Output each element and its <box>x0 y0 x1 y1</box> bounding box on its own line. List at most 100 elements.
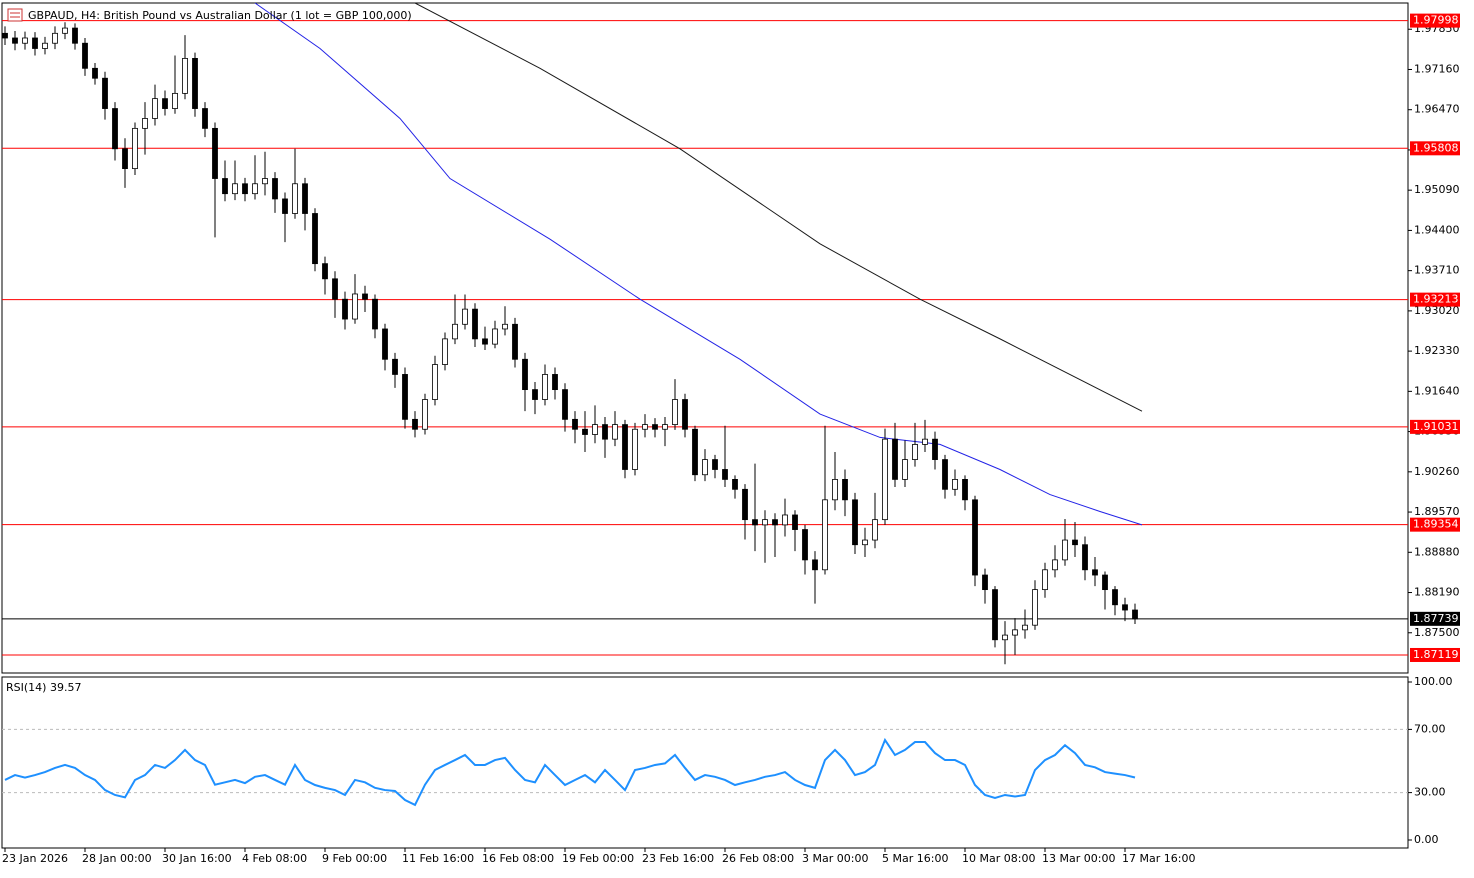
candle-body <box>462 308 468 325</box>
candle-body <box>982 574 988 591</box>
price-pane <box>1 2 1409 674</box>
y-tick-label: 1.97160 <box>1414 62 1460 75</box>
candle-body <box>152 98 158 119</box>
candle-body <box>1052 559 1058 571</box>
candle-body <box>1082 544 1088 571</box>
x-tick-label: 23 Feb 16:00 <box>642 852 714 865</box>
price-label: 1.87739 <box>1413 612 1459 625</box>
y-tick-label: 1.93710 <box>1414 264 1460 277</box>
candle-body <box>372 298 378 330</box>
candle-body <box>352 293 358 320</box>
level-label: 1.97998 <box>1413 14 1459 27</box>
candle-body <box>1102 574 1108 591</box>
candle-body <box>422 399 428 430</box>
y-tick-label: 1.92330 <box>1414 344 1460 357</box>
level-label: 1.87119 <box>1413 648 1459 661</box>
candle-body <box>192 57 198 109</box>
candle-body <box>302 183 308 214</box>
candle-body <box>522 358 528 391</box>
candle-body <box>382 328 388 360</box>
candle-body <box>262 178 268 185</box>
candle-body <box>832 479 838 501</box>
x-tick-label: 11 Feb 16:00 <box>402 852 474 865</box>
candle-body <box>722 469 728 480</box>
candle-body <box>62 27 68 34</box>
candle-body <box>922 438 928 445</box>
level-label-bg <box>1410 419 1460 434</box>
level-label: 1.93213 <box>1413 293 1459 306</box>
level-label-bg <box>1410 647 1460 662</box>
candle-body <box>942 459 948 490</box>
candle-body <box>842 479 848 501</box>
candle-body <box>742 488 748 521</box>
candle-body <box>1002 634 1008 641</box>
candle-body <box>602 424 608 440</box>
level-label: 1.89354 <box>1413 518 1459 531</box>
x-tick-label: 5 Mar 16:00 <box>882 852 948 865</box>
candle-body <box>412 418 418 430</box>
candle-body <box>112 108 118 150</box>
candle-body <box>622 424 628 470</box>
candle-body <box>752 519 758 526</box>
candle-body <box>42 42 48 49</box>
candle-body <box>1122 604 1128 611</box>
candle-body <box>182 57 188 94</box>
candle-body <box>662 424 668 430</box>
price-label-bg <box>1410 611 1460 626</box>
x-tick-label: 10 Mar 08:00 <box>962 852 1035 865</box>
candle-body <box>122 148 128 170</box>
candle-body <box>222 178 228 195</box>
y-tick-label: 1.91640 <box>1414 384 1460 397</box>
candle-body <box>32 37 38 49</box>
x-tick-label: 16 Feb 08:00 <box>482 852 554 865</box>
x-tick-label: 26 Feb 08:00 <box>722 852 794 865</box>
candle-body <box>392 358 398 375</box>
candle-body <box>512 323 518 360</box>
candle-body <box>812 559 818 571</box>
y-tick-label: 1.87500 <box>1414 626 1460 639</box>
candle-body <box>592 424 598 435</box>
candle-body <box>762 519 768 526</box>
level-label: 1.95808 <box>1413 141 1459 154</box>
candle-body <box>2 32 8 39</box>
level-label-bg <box>1410 141 1460 156</box>
candle-body <box>962 479 968 501</box>
level-label-bg <box>1410 517 1460 532</box>
candle-body <box>22 37 28 44</box>
candle-body <box>202 108 208 129</box>
rsi-pane <box>1 676 1409 849</box>
candle-body <box>1022 624 1028 631</box>
y-tick-label: 100.00 <box>1414 675 1453 688</box>
rsi-line <box>4 737 1136 807</box>
candle-body <box>402 374 408 420</box>
candle-body <box>452 323 458 340</box>
candle-body <box>502 323 508 330</box>
candle-body <box>532 389 538 400</box>
candle-body <box>362 293 368 300</box>
candle-body <box>972 499 978 576</box>
y-tick-label: 1.94400 <box>1414 223 1460 236</box>
candle-body <box>132 127 138 170</box>
x-tick-label: 28 Jan 00:00 <box>82 852 152 865</box>
candle-body <box>782 514 788 526</box>
moving-average <box>254 3 1143 526</box>
chart-title: GBPAUD, H4: British Pound vs Australian … <box>28 9 412 22</box>
axes: 1.978501.971601.964701.957801.950901.944… <box>2 22 1460 865</box>
candle-body <box>472 308 478 340</box>
candle-body <box>552 374 558 391</box>
candle-body <box>692 428 698 476</box>
candle-body <box>102 77 108 109</box>
candle-body <box>902 459 908 480</box>
candle-body <box>1062 539 1068 561</box>
candle-body <box>312 213 318 265</box>
candle-body <box>1092 569 1098 576</box>
candle-body <box>992 589 998 641</box>
overlay: GBPAUD, H4: British Pound vs Australian … <box>6 8 1460 694</box>
candle-body <box>162 98 168 109</box>
candle-body <box>1072 539 1078 546</box>
symbol-icon <box>7 8 23 22</box>
candle-body <box>1042 569 1048 591</box>
candle-body <box>332 278 338 300</box>
